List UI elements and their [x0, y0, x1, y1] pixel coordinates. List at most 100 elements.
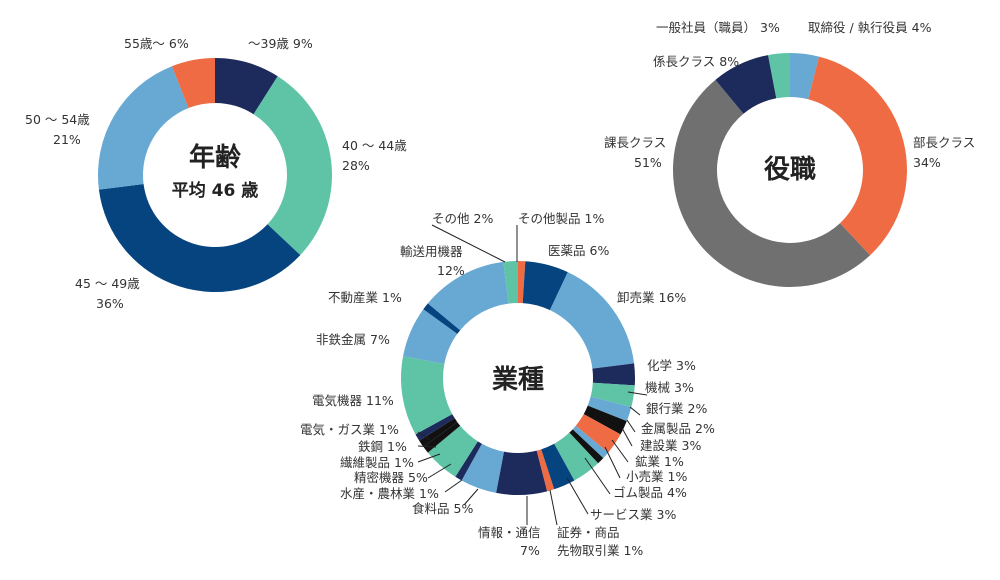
industry-donut	[401, 261, 635, 495]
leader-line-9	[566, 477, 589, 515]
industry-slice-1	[522, 261, 568, 311]
industry-slice-7	[575, 414, 621, 453]
age-label-2-name: 45 ～ 49歳	[75, 276, 140, 291]
industry-slice-5	[587, 396, 632, 422]
role-chart-title: 役職	[764, 155, 816, 185]
industry-slice-21	[403, 309, 458, 364]
ind-label-18: 鉄鋼 1%	[358, 439, 407, 454]
age-slice-3	[98, 66, 189, 190]
ind-label-3: 化学 3%	[647, 358, 696, 373]
role-labels: 取締役 / 執行役員 4% 部長クラス 34% 課長クラス 51% 係長クラス …	[604, 20, 975, 170]
age-donut	[98, 58, 333, 293]
industry-slice-22	[423, 303, 461, 334]
leader-line-17	[417, 431, 431, 441]
age-label-0: ～39歳 9%	[248, 36, 313, 51]
age-labels: ～39歳 9% 40 ～ 44歳 28% 45 ～ 49歳 36% 50 ～ 5…	[25, 36, 407, 311]
age-slice-2	[98, 184, 301, 293]
role-label-0: 取締役 / 執行役員 4%	[808, 20, 932, 35]
industry-slice-19	[415, 414, 455, 441]
ind-label-5: 銀行業 2%	[646, 401, 707, 416]
leader-line-14	[427, 463, 452, 479]
leader-line-6	[611, 439, 629, 463]
ind-label-22: 不動産業 1%	[328, 290, 402, 305]
ind-label-23-pct: 12%	[437, 263, 465, 278]
age-label-1-pct: 28%	[342, 158, 370, 173]
industry-slice-4	[590, 382, 635, 408]
age-chart-title: 年齢	[189, 142, 242, 173]
age-label-1-name: 40 ～ 44歳	[342, 138, 407, 153]
industry-slice-24	[503, 261, 518, 304]
industry-slice-8	[572, 425, 609, 459]
leader-line-15	[417, 453, 441, 463]
industry-labels: その他製品 1% 医薬品 6% 卸売業 16% 化学 3% 機械 3% 銀行業 …	[300, 211, 715, 558]
role-donut	[673, 53, 908, 287]
role-slice-1	[808, 56, 908, 256]
age-label-4: 55歳～ 6%	[124, 36, 189, 51]
role-slice-2	[673, 79, 871, 287]
ind-label-12-line1: 証券・商品	[557, 525, 620, 540]
ind-label-11: サービス業 3%	[590, 507, 676, 522]
ind-label-6: 金属製品 2%	[641, 421, 715, 436]
age-label-3-name: 50 ～ 54歳	[25, 112, 90, 127]
role-label-1-name: 部長クラス	[913, 135, 975, 150]
age-slice-0	[215, 58, 278, 115]
industry-slice-2	[549, 272, 635, 369]
age-label-2-pct: 36%	[96, 296, 124, 311]
role-slice-4	[768, 53, 790, 99]
industry-slice-15	[455, 441, 482, 481]
age-label-3-pct: 21%	[53, 132, 81, 147]
industry-slice-14	[461, 443, 504, 493]
role-label-1-pct: 34%	[913, 155, 941, 170]
ind-label-13-pct: 7%	[520, 543, 540, 558]
role-label-3: 係長クラス 8%	[653, 54, 739, 69]
ind-label-8: 鉱業 1%	[635, 454, 684, 469]
leader-line-10	[549, 489, 558, 526]
leader-line-5	[621, 427, 633, 447]
industry-slice-23	[427, 261, 509, 331]
ind-label-21: 非鉄金属 7%	[316, 332, 390, 347]
industry-slice-11	[541, 443, 575, 490]
leader-line-1	[431, 224, 506, 263]
role-slice-3	[715, 55, 777, 114]
ind-label-12-line2: 先物取引業 1%	[557, 543, 643, 558]
ind-label-17: 繊維製品 1%	[340, 455, 414, 470]
ind-label-14: 食料品 5%	[412, 501, 473, 516]
role-label-4: 一般社員（職員） 3%	[656, 20, 780, 35]
age-chart-subtitle: 平均 46 歳	[172, 180, 259, 201]
ind-label-23-name: 輸送用機器	[400, 244, 463, 259]
role-slice-0	[790, 53, 820, 100]
ind-label-1: 医薬品 6%	[548, 243, 609, 258]
industry-slice-9	[569, 429, 604, 464]
leader-line-12	[463, 488, 479, 506]
ind-label-20: 電気機器 11%	[312, 393, 394, 408]
industry-slice-20	[401, 356, 453, 435]
industry-slice-10	[554, 432, 599, 481]
leader-line-3	[629, 406, 641, 416]
industry-chart-title: 業種	[492, 365, 544, 395]
industry-slice-0	[518, 261, 526, 304]
age-slice-4	[171, 58, 215, 109]
ind-label-24: その他 2%	[432, 211, 493, 226]
industry-slice-16	[427, 425, 478, 477]
ind-label-0: その他製品 1%	[518, 211, 604, 226]
industry-slice-3	[592, 363, 635, 386]
ind-label-4: 機械 3%	[645, 380, 694, 395]
ind-label-9: 小売業 1%	[626, 469, 687, 484]
ind-label-2: 卸売業 16%	[617, 290, 686, 305]
leader-line-8	[584, 457, 611, 495]
industry-slice-17	[423, 422, 461, 453]
age-slice-1	[253, 76, 333, 256]
ind-label-16: 精密機器 5%	[354, 470, 428, 485]
ind-label-19: 電気・ガス業 1%	[300, 422, 399, 437]
leader-lines	[417, 224, 648, 526]
ind-label-7: 建設業 3%	[640, 438, 701, 453]
role-label-2-name: 課長クラス	[604, 135, 666, 150]
ind-label-13-name: 情報・通信	[478, 525, 541, 540]
leader-line-16	[417, 445, 437, 448]
ind-label-10: ゴム製品 4%	[613, 485, 687, 500]
industry-slice-12	[536, 449, 555, 492]
industry-slice-6	[583, 405, 627, 435]
leader-line-4	[626, 419, 636, 433]
